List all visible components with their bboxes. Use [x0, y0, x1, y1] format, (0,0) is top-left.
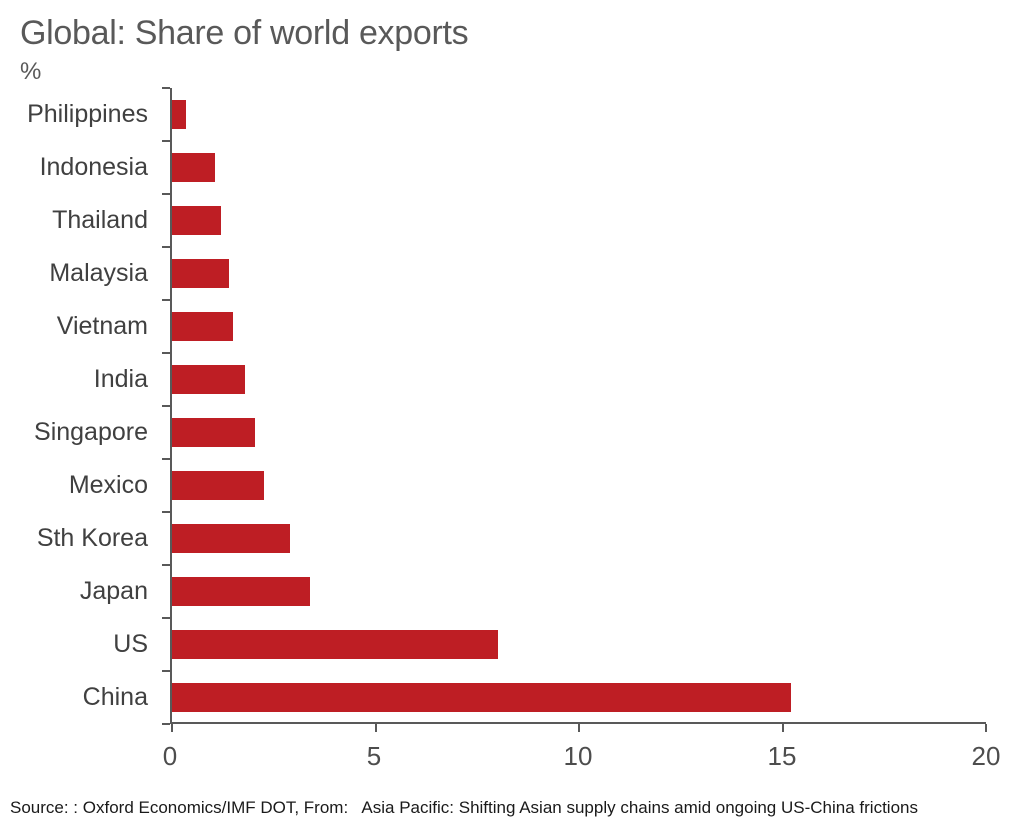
category-label-thailand: Thailand	[52, 206, 148, 234]
x-axis-tick	[374, 724, 377, 732]
category-label-sth-korea: Sth Korea	[36, 524, 148, 552]
y-axis-tick	[162, 140, 170, 142]
y-axis-tick	[162, 193, 170, 195]
y-axis-tick	[162, 352, 170, 354]
y-axis-tick	[162, 617, 170, 619]
bar-thailand	[172, 206, 221, 235]
bar-indonesia	[172, 153, 215, 182]
axis-unit-label: %	[20, 58, 42, 85]
category-label-us: US	[113, 630, 148, 658]
bar-malaysia	[172, 259, 229, 288]
category-label-indonesia: Indonesia	[39, 153, 148, 181]
y-axis-tick	[162, 458, 170, 460]
y-axis-tick	[162, 87, 170, 89]
y-axis-tick	[162, 246, 170, 248]
category-label-malaysia: Malaysia	[49, 259, 148, 287]
x-axis-tick	[781, 724, 784, 732]
bar-china	[172, 683, 791, 712]
x-tick-label-5: 5	[366, 741, 382, 771]
category-label-singapore: Singapore	[34, 418, 148, 446]
y-axis-tick	[162, 670, 170, 672]
x-tick-label-15: 15	[767, 741, 797, 771]
y-axis-tick	[162, 564, 170, 566]
y-axis-tick	[162, 723, 170, 725]
source-line: Source: : Oxford Economics/IMF DOT, From…	[10, 798, 918, 817]
bar-singapore	[172, 418, 256, 447]
x-axis-tick	[578, 724, 580, 732]
x-axis-tick	[171, 724, 173, 732]
category-label-china: China	[82, 683, 148, 711]
bar-philippines	[172, 100, 187, 129]
bar-japan	[172, 577, 311, 606]
y-axis-tick	[162, 299, 170, 301]
x-tick-label-10: 10	[563, 741, 593, 771]
x-axis-labels: 0 5 10 15 20	[163, 736, 1001, 776]
y-axis-tick	[162, 405, 170, 407]
x-tick-label-0: 0	[162, 741, 178, 771]
bar-vietnam	[172, 312, 234, 341]
bar-india	[172, 365, 246, 394]
bar-mexico	[172, 471, 264, 500]
plot-area	[162, 87, 987, 732]
y-axis-tick	[162, 511, 170, 513]
bar-us	[172, 630, 498, 659]
x-tick-label-20: 20	[971, 741, 1001, 771]
category-label-mexico: Mexico	[68, 471, 148, 499]
category-label-philippines: Philippines	[27, 100, 148, 128]
y-axis-labels: Philippines Indonesia Thailand Malaysia Viet…	[0, 88, 148, 724]
chart-title: Global: Share of world exports	[20, 14, 469, 52]
bar-sth-korea	[172, 524, 291, 553]
x-axis-tick	[985, 724, 987, 732]
category-label-japan: Japan	[79, 577, 148, 605]
category-label-vietnam: Vietnam	[56, 312, 148, 340]
category-label-india: India	[93, 365, 148, 393]
